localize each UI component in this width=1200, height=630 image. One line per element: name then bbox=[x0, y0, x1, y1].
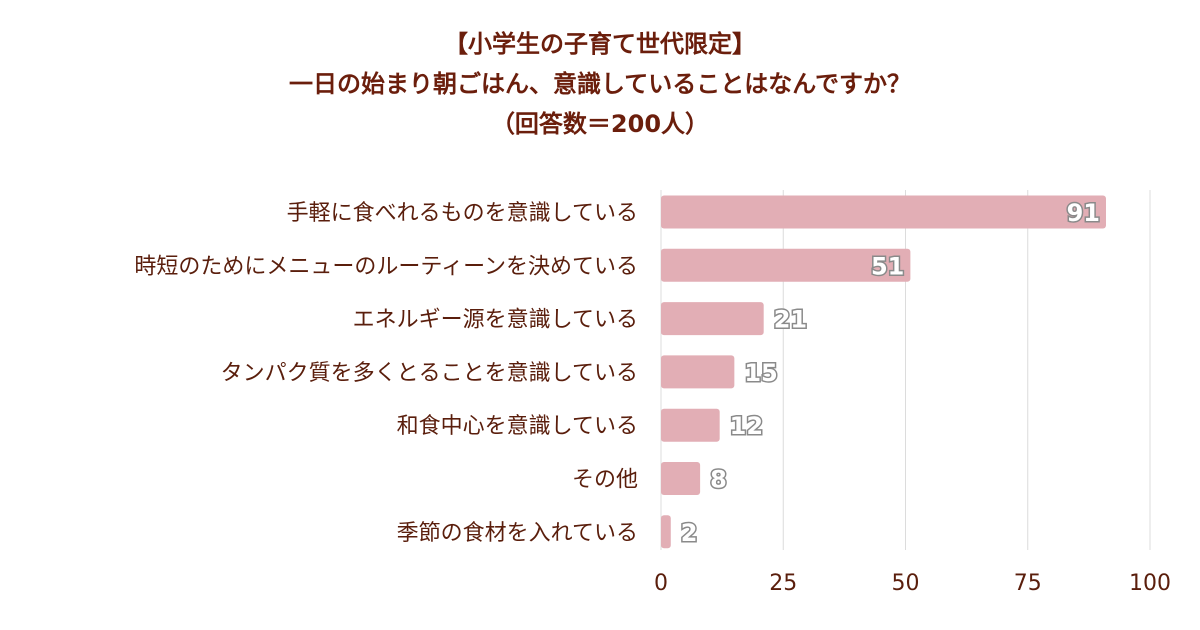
chart-title-line-3: （回答数＝200人） bbox=[491, 110, 709, 138]
bar bbox=[661, 302, 764, 336]
x-tick-label: 100 bbox=[1129, 571, 1171, 596]
x-axis-ticks: 0 25 50 75 100 bbox=[654, 571, 1171, 596]
chart-title: 【小学生の子育て世代限定】 一日の始まり朝ごはん、意識していることはなんですか？… bbox=[289, 30, 911, 138]
category-label: その他 bbox=[572, 468, 638, 493]
x-tick-label: 0 bbox=[654, 571, 668, 596]
data-label: 8 bbox=[710, 466, 727, 494]
bar bbox=[661, 195, 1106, 229]
category-label: エネルギー源を意識している bbox=[353, 308, 638, 333]
chart-title-line-2: 一日の始まり朝ごはん、意識していることはなんですか？ bbox=[289, 70, 911, 98]
x-tick-label: 75 bbox=[1014, 571, 1042, 596]
bar bbox=[661, 355, 735, 389]
category-label: 季節の食材を入れている bbox=[397, 521, 638, 546]
bar bbox=[661, 248, 911, 282]
data-label: 21 bbox=[774, 306, 807, 334]
bar bbox=[661, 515, 671, 549]
x-tick-label: 25 bbox=[769, 571, 797, 596]
data-label: 15 bbox=[744, 359, 777, 387]
category-label: 時短のためにメニューのルーティーンを決めている bbox=[134, 254, 638, 279]
data-label: 91 bbox=[1067, 199, 1100, 227]
category-labels: 手軽に食べれるものを意識している時短のためにメニューのルーティーンを決めているエ… bbox=[134, 201, 638, 546]
category-label: 和食中心を意識している bbox=[397, 414, 638, 439]
bar bbox=[661, 408, 720, 442]
data-label: 51 bbox=[871, 252, 904, 280]
data-label: 2 bbox=[681, 519, 698, 547]
bars bbox=[661, 195, 1106, 549]
data-label: 12 bbox=[730, 412, 763, 440]
category-label: タンパク質を多くとることを意識している bbox=[221, 361, 638, 386]
bar bbox=[661, 462, 701, 495]
x-tick-label: 50 bbox=[892, 571, 920, 596]
category-label: 手軽に食べれるものを意識している bbox=[287, 201, 638, 226]
chart-title-line-1: 【小学生の子育て世代限定】 bbox=[444, 30, 756, 58]
